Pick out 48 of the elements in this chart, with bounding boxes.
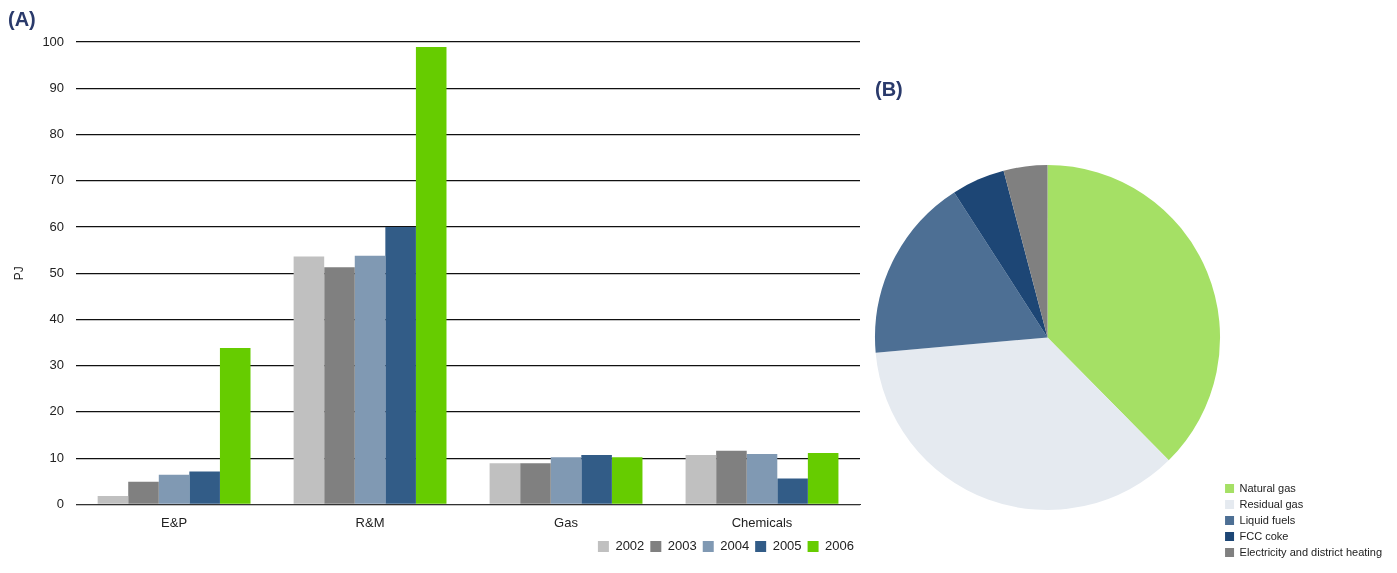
bar [716,450,747,504]
legend-label: FCC coke [1239,529,1289,542]
y-tick-label: 0 [56,495,65,511]
x-tick-label: R&M [355,514,385,530]
y-tick-label: 30 [49,357,65,373]
bar [385,226,416,504]
x-tick-label: Gas [554,514,579,530]
bar [128,481,159,504]
legend-label: 2002 [615,538,645,554]
bar [520,463,551,504]
y-tick-label: 50 [49,264,65,280]
bar [415,47,447,504]
bar [611,457,643,504]
bar [158,474,190,504]
y-tick-label: 10 [49,449,65,465]
bar [807,453,839,504]
y-tick-label: 100 [42,33,65,49]
bar [777,478,808,504]
y-tick-label: 60 [49,218,65,234]
legend-label: 2004 [720,538,750,554]
chart-title: (A) [8,7,36,30]
legend-label: 2003 [667,538,697,554]
bar [581,454,612,504]
bar [746,454,778,504]
bar [685,454,717,504]
x-tick-label: E&P [161,514,188,530]
y-tick-label: 40 [49,311,65,327]
bar [489,463,521,504]
bar [324,267,355,504]
legend-label: 2006 [825,538,854,554]
legend-label: Natural gas [1239,481,1297,494]
bar [293,256,325,504]
y-tick-label: 20 [49,403,65,419]
y-tick-label: 80 [49,126,65,142]
y-tick-label: 90 [49,79,65,95]
legend-label: 2005 [772,538,802,554]
bar [550,457,582,504]
bar [354,255,386,504]
bar [97,496,129,504]
legend-label: Residual gas [1239,497,1304,510]
bar [189,471,220,504]
bar [219,348,251,504]
y-axis-title: PJ [11,266,26,281]
x-tick-label: Chemicals [731,514,793,530]
legend-label: Electricity and district heating [1239,545,1382,558]
legend-label: Liquid fuels [1239,513,1296,526]
y-tick-label: 70 [49,172,65,188]
chart-title: (B) [875,77,903,100]
